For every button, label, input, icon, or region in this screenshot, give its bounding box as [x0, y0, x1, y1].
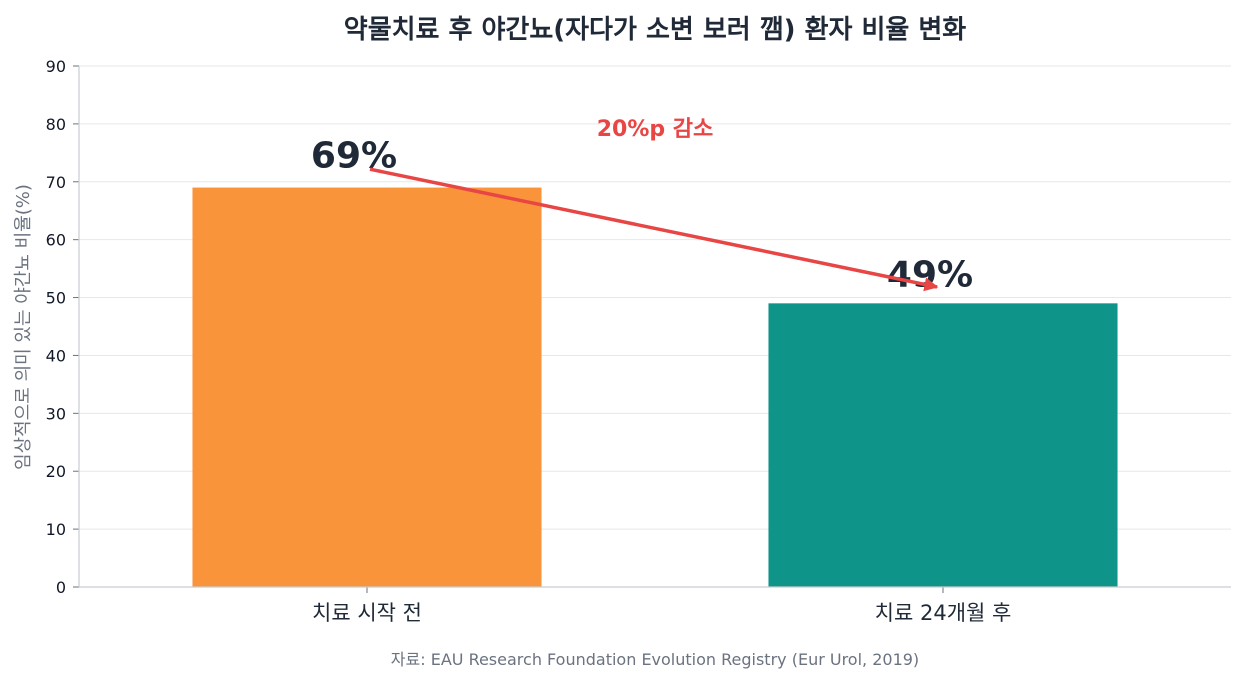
decrease-annotation: 20%p 감소: [597, 117, 714, 142]
bar-value-label: 49%: [887, 254, 973, 295]
y-tick-label: 30: [46, 404, 66, 423]
decrease-arrow: [369, 167, 939, 292]
y-tick-label: 40: [46, 346, 66, 365]
y-tick-label: 90: [46, 57, 66, 76]
bar-value-label: 69%: [311, 136, 397, 177]
source-note: 자료: EAU Research Foundation Evolution Re…: [391, 650, 919, 669]
y-axis: 0 10 20 30 40 50 60 70 80 90: [46, 57, 80, 597]
y-tick-label: 50: [46, 289, 66, 308]
y-tick-label: 20: [46, 462, 66, 481]
bar: [768, 303, 1118, 587]
x-axis: 치료 시작 전 치료 24개월 후: [79, 586, 1231, 625]
x-tick-label: 치료 시작 전: [312, 601, 422, 625]
y-tick-label: 10: [46, 520, 66, 539]
bars: 69% 49%: [192, 136, 1118, 588]
bar: [192, 187, 542, 588]
annotation: 20%p 감소: [369, 117, 939, 292]
y-tick-label: 80: [46, 115, 66, 134]
y-tick-label: 60: [46, 231, 66, 250]
y-tick-label: 0: [56, 578, 66, 597]
x-tick-label: 치료 24개월 후: [875, 601, 1012, 625]
y-axis-label: 임상적으로 의미 있는 야간뇨 비율(%): [13, 184, 34, 470]
chart-title: 약물치료 후 야간뇨(자다가 소변 보러 깸) 환자 비율 변화: [344, 15, 967, 45]
y-tick-label: 70: [46, 173, 66, 192]
